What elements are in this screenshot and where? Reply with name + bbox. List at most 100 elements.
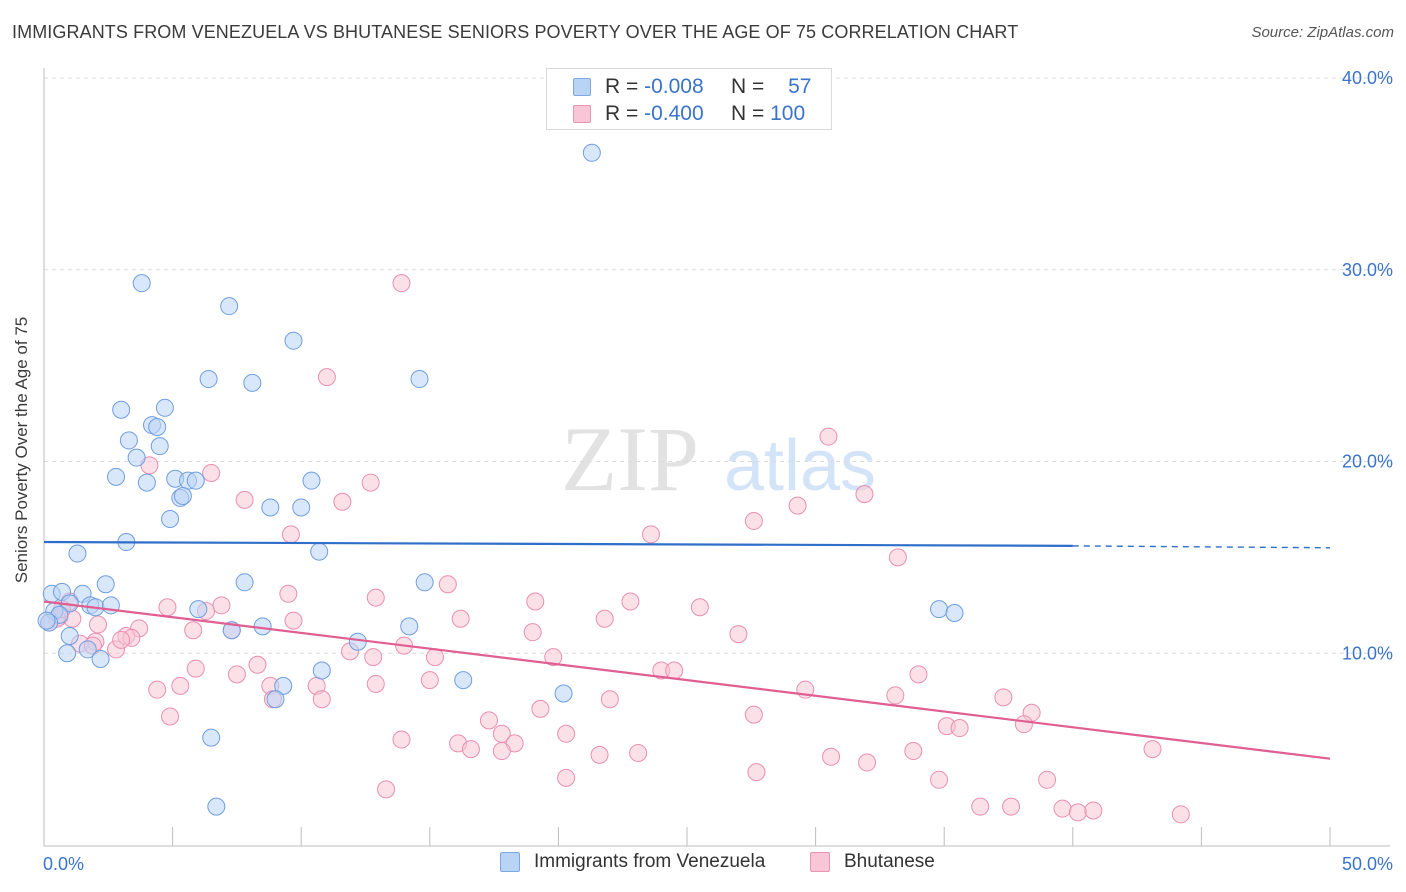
point-bhutanese-13 [888,548,907,567]
point-bhutanese-86 [1038,770,1057,789]
point-bhutanese-84 [747,763,766,782]
point-bhutanese-1 [317,368,336,387]
point-venezuela-51 [58,644,77,663]
legend-swatch-venezuela [573,78,591,96]
point-bhutanese-6 [855,485,874,504]
x-tick-label-max: 50.0% [1342,854,1393,874]
point-venezuela-10 [148,417,167,436]
y-tick-label-40: 40.0% [1342,68,1393,88]
point-bhutanese-33 [729,625,748,644]
series-swatch-venezuela [500,852,520,872]
point-venezuela-52 [91,650,110,669]
point-venezuela-19 [302,471,321,490]
point-venezuela-39 [930,600,949,619]
point-bhutanese-99 [112,630,131,649]
point-venezuela-22 [261,498,280,517]
point-venezuela-6 [410,370,429,389]
correlation-legend: R = -0.008 N = 57 R = -0.400 N = 100 [546,68,832,130]
legend-row-venezuela: R = -0.008 N = 57 [547,73,831,101]
point-venezuela-0 [582,143,601,162]
legend-r-bhutanese: R = -0.400 [605,102,704,125]
y-tick-label-10: 10.0% [1342,643,1393,663]
point-venezuela-15 [137,473,156,492]
point-venezuela-14 [107,467,126,486]
point-bhutanese-72 [392,730,411,749]
series-swatch-bhutanese [810,852,830,872]
point-bhutanese-80 [858,753,877,772]
point-venezuela-54 [274,676,293,695]
point-venezuela-40 [945,603,964,622]
trendline-venezuela [43,540,1073,547]
point-venezuela-33 [415,573,434,592]
point-venezuela-58 [202,728,221,747]
point-bhutanese-5 [361,473,380,492]
point-bhutanese-17 [526,592,545,611]
point-bhutanese-49 [909,665,928,684]
point-bhutanese-52 [420,671,439,690]
point-bhutanese-79 [822,747,841,766]
point-bhutanese-23 [284,611,303,630]
legend-swatch-bhutanese [573,105,591,123]
point-bhutanese-28 [89,615,108,634]
point-bhutanese-18 [621,592,640,611]
point-venezuela-56 [554,684,573,703]
x-tick-label-min: 0.0% [43,854,84,874]
point-bhutanese-32 [523,623,542,642]
point-venezuela-4 [199,370,218,389]
point-bhutanese-62 [531,699,550,718]
point-bhutanese-54 [148,680,167,699]
point-bhutanese-22 [212,596,231,615]
point-bhutanese-57 [886,686,905,705]
point-venezuela-13 [150,437,169,456]
point-bhutanese-83 [557,768,576,787]
point-bhutanese-15 [279,584,298,603]
point-bhutanese-12 [641,525,660,544]
legend-row-bhutanese: R = -0.400 N = 100 [547,100,831,128]
point-bhutanese-78 [629,743,648,762]
point-venezuela-8 [155,398,174,417]
point-bhutanese-91 [1068,803,1087,822]
legend-n-venezuela: N = 57 [731,75,812,98]
point-bhutanese-42 [425,648,444,667]
point-venezuela-46 [400,617,419,636]
point-venezuela-18 [186,471,205,490]
point-bhutanese-75 [461,740,480,759]
point-bhutanese-87 [377,780,396,799]
point-bhutanese-61 [312,690,331,709]
point-bhutanese-51 [366,674,385,693]
point-bhutanese-14 [438,575,457,594]
y-axis-label: Seniors Poverty Over the Age of 75 [12,316,31,584]
point-bhutanese-85 [930,770,949,789]
point-bhutanese-25 [595,609,614,628]
series-label-venezuela: Immigrants from Venezuela [534,851,766,872]
point-bhutanese-24 [451,609,470,628]
y-tick-label-30: 30.0% [1342,260,1393,280]
point-bhutanese-10 [744,511,763,530]
point-bhutanese-59 [600,690,619,709]
chart-title: IMMIGRANTS FROM VENEZUELA VS BHUTANESE S… [12,22,1019,42]
point-bhutanese-2 [819,427,838,446]
y-axis-label-wrap: Seniors Poverty Over the Age of 75 [2,300,42,600]
point-bhutanese-55 [171,676,190,695]
point-bhutanese-43 [544,648,563,667]
y-tick-label-20: 20.0% [1342,452,1393,472]
watermark-zip: ZIP [561,408,699,510]
source-label: Source: ZipAtlas.com [1251,24,1394,41]
point-bhutanese-63 [161,707,180,726]
point-venezuela-55 [454,671,473,690]
series-label-bhutanese: Bhutanese [844,851,935,872]
point-venezuela-21 [173,487,192,506]
point-venezuela-27 [310,542,329,561]
point-venezuela-2 [220,297,239,316]
point-venezuela-32 [235,573,254,592]
point-venezuela-23 [292,498,311,517]
point-venezuela-11 [119,431,138,450]
legend-n-bhutanese: N = 100 [731,102,806,125]
point-bhutanese-76 [492,742,511,761]
point-bhutanese-82 [1143,740,1162,759]
point-venezuela-49 [348,632,367,651]
point-bhutanese-64 [744,705,763,724]
watermark-atlas: atlas [724,426,876,506]
point-bhutanese-21 [690,598,709,617]
point-bhutanese-7 [235,490,254,509]
